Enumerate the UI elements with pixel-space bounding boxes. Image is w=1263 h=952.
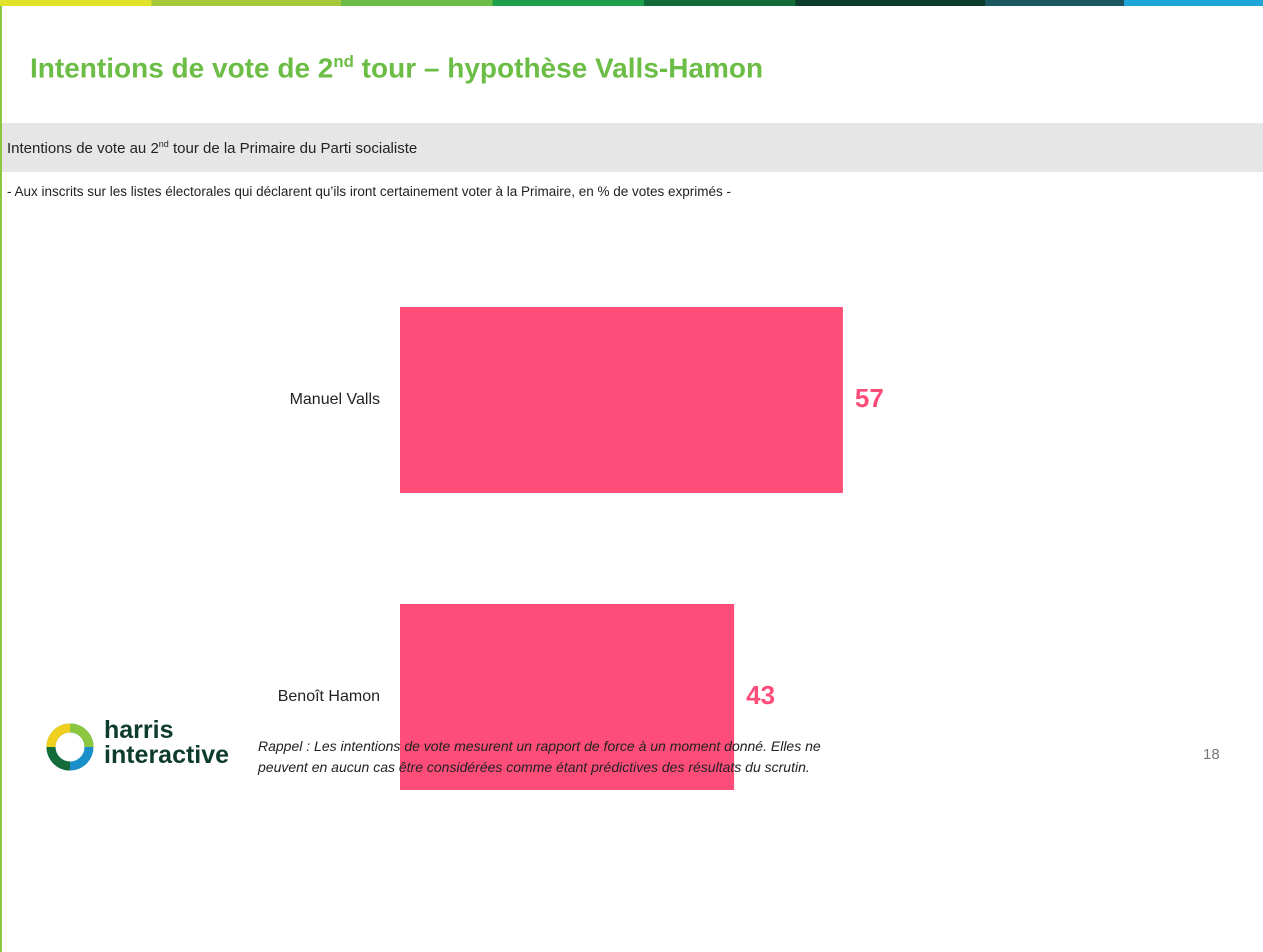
note: - Aux inscrits sur les listes électorale…: [7, 184, 732, 199]
logo-line: interactive: [104, 741, 230, 769]
title-part: Intentions de vote de 2: [30, 52, 334, 84]
title-part: nd: [333, 52, 354, 71]
subtitle-part: tour de la Primaire du Parti socialiste: [168, 140, 418, 157]
bar: [400, 604, 735, 790]
subtitle-part: Intentions de vote au 2: [7, 140, 159, 157]
logo-line: harris: [104, 716, 174, 744]
value-label: 57: [855, 383, 884, 413]
logo-text: harris interactive: [104, 718, 229, 768]
footnote: Rappel : Les intentions de vote mesurent…: [258, 736, 821, 778]
logo-icon: [46, 723, 94, 771]
footnote-line: Rappel : Les intentions de vote mesurent…: [258, 738, 821, 754]
subtitle-band: [2, 123, 1263, 172]
subtitle-part: nd: [158, 139, 169, 149]
top-stripe: [0, 0, 1263, 6]
title-part: tour – hypothèse Valls-Hamon: [353, 52, 764, 84]
left-border: [0, 6, 2, 952]
title: Intentions de vote de 2nd tour – hypothè…: [30, 52, 763, 84]
value-label: 43: [746, 680, 775, 710]
subtitle: Intentions de vote au 2nd tour de la Pri…: [7, 139, 417, 157]
category-label: Benoît Hamon: [278, 688, 380, 705]
category-label: Manuel Valls: [290, 391, 380, 408]
bar: [400, 307, 843, 493]
page-number: 18: [1203, 746, 1220, 763]
footnote-line: peuvent en aucun cas être considérées co…: [258, 759, 810, 775]
